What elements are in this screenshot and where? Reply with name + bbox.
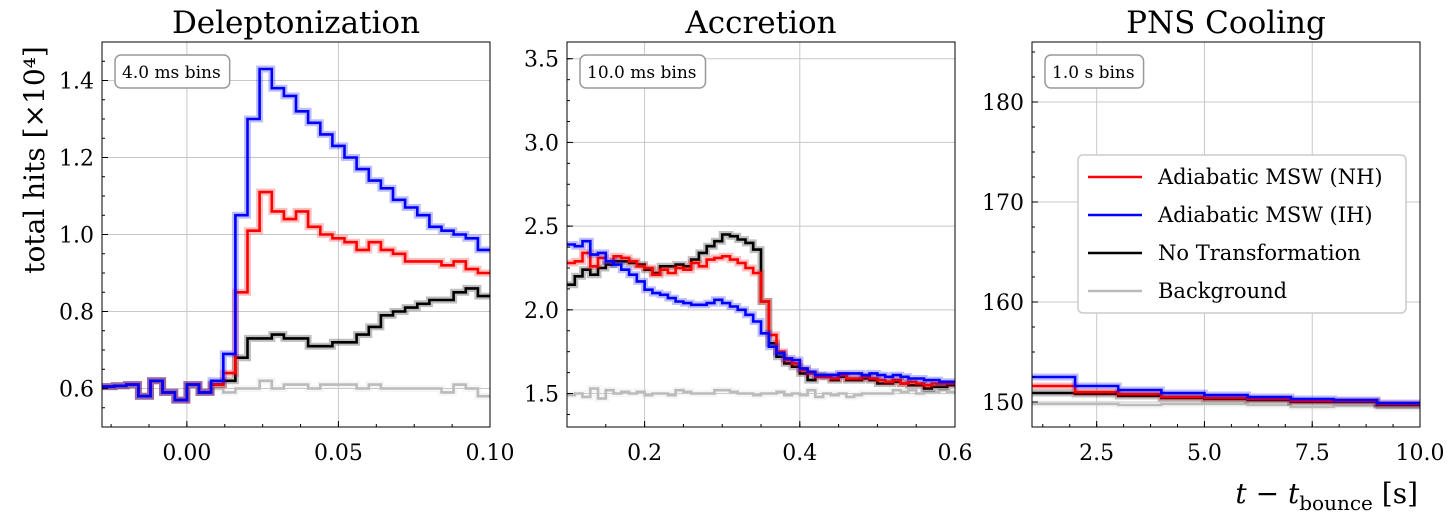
legend-frame: [1077, 154, 1407, 314]
y-tick-label: 2.5: [524, 215, 559, 240]
y-axis-label: total hits [×10⁴]: [18, 46, 51, 274]
y-tick-label: 160: [982, 291, 1024, 316]
grid: [567, 42, 956, 427]
x-label-t2: t: [1288, 477, 1300, 510]
y-tick-label: 0.6: [59, 378, 94, 403]
x-axis-label: t − tbounce [s]: [1235, 477, 1418, 515]
ticks-layer: 2.5 5.0 7.5 10.0 150 160 170 180: [982, 51, 1445, 466]
plot-frame: [566, 41, 956, 428]
y-tick-label: 1.2: [59, 147, 94, 172]
annotation-box: [114, 54, 231, 89]
x-tick-label: 0.10: [466, 441, 515, 466]
series-line-adiabatic-msw-ih: [567, 239, 955, 384]
series-layer: [567, 231, 955, 402]
panel-title: PNS Cooling: [1126, 5, 1326, 41]
x-label-t: t: [1235, 477, 1247, 510]
panel-deleptonization: 0.00 0.05 0.10 0.6 0.8 1.0 1.2 1.4 Deleptonizat…: [59, 5, 514, 466]
x-tick-label: 0.05: [314, 441, 363, 466]
x-tick-label: 0.00: [162, 441, 211, 466]
y-tick-label: 150: [982, 391, 1024, 416]
y-tick-label: 1.0: [59, 224, 94, 249]
legend: Adiabatic MSW (NH) Adiabatic MSW (IH) No T…: [1077, 154, 1407, 314]
bin-annotation: 10.0 ms bins: [579, 54, 707, 89]
panel-accretion: 0.2 0.4 0.6 1.5 2.0 2.5 3.0 3.5 Accretion 10.0 …: [524, 5, 973, 466]
series-line-no-transformation: [567, 233, 955, 390]
annotation-text: 1.0 s bins: [1052, 63, 1135, 83]
legend-label-no-transformation: No Transformation: [1158, 241, 1361, 265]
plot-frame: [1031, 41, 1421, 428]
annotation-text: 10.0 ms bins: [587, 63, 697, 83]
legend-label-adiabatic-msw-ih: Adiabatic MSW (IH): [1157, 203, 1373, 227]
series-layer: [1032, 373, 1420, 412]
y-tick-label: 0.8: [59, 301, 94, 326]
series-line-adiabatic-msw-ih: [1032, 375, 1420, 405]
y-tick-label: 1.4: [59, 70, 94, 95]
x-label-subscript: bounce: [1299, 491, 1373, 515]
annotation-box: [579, 54, 707, 89]
bin-annotation: 4.0 ms bins: [114, 54, 231, 89]
series-line-adiabatic-msw-nh: [567, 251, 955, 387]
legend-label-adiabatic-msw-nh: Adiabatic MSW (NH): [1157, 165, 1383, 189]
panel-title: Deleptonization: [172, 5, 420, 41]
y-tick-label: 3.5: [524, 48, 559, 73]
series-line-background: [567, 387, 955, 400]
series-line-background: [1032, 402, 1420, 410]
ticks-layer: 0.2 0.4 0.6 1.5 2.0 2.5 3.0 3.5: [524, 48, 973, 466]
x-label-minus: −: [1247, 477, 1288, 510]
x-tick-label: 0.4: [782, 441, 817, 466]
x-tick-label: 5.0: [1187, 441, 1222, 466]
x-label-unit: [s]: [1373, 477, 1418, 510]
x-tick-label: 0.6: [938, 441, 973, 466]
x-tick-label: 2.5: [1079, 441, 1114, 466]
annotation-box: [1044, 54, 1145, 89]
y-tick-label: 3.0: [524, 131, 559, 156]
y-tick-label: 2.0: [524, 299, 559, 324]
ticks-layer: 0.00 0.05 0.10 0.6 0.8 1.0 1.2 1.4: [59, 41, 515, 466]
panel-title: Accretion: [684, 5, 836, 41]
y-tick-label: 180: [982, 91, 1024, 116]
panel-pns-cooling: 2.5 5.0 7.5 10.0 150 160 170 180 PNS Cooling 1.…: [982, 5, 1444, 466]
y-tick-label: 1.5: [524, 383, 559, 408]
x-tick-label: 7.5: [1295, 441, 1330, 466]
x-tick-label: 0.2: [627, 441, 662, 466]
bin-annotation: 1.0 s bins: [1044, 54, 1145, 89]
series-line-adiabatic-msw-ih: [102, 67, 490, 402]
x-tick-label: 10.0: [1396, 441, 1445, 466]
y-tick-label: 170: [982, 191, 1024, 216]
annotation-text: 4.0 ms bins: [122, 63, 221, 83]
series-layer: [102, 65, 490, 404]
legend-label-background: Background: [1158, 279, 1287, 303]
